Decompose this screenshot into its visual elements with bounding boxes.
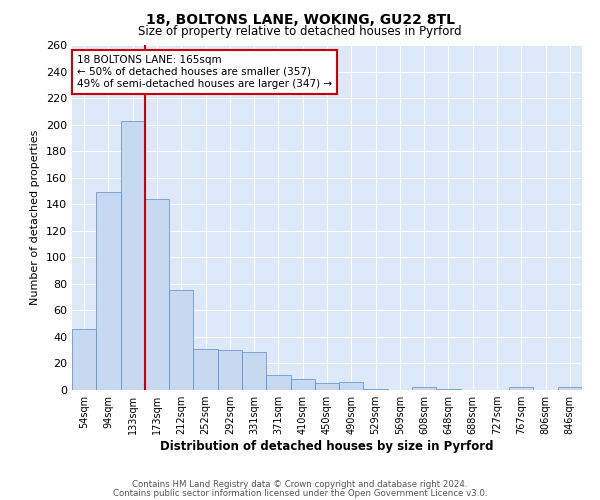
Bar [169,290,193,390]
Bar [121,120,145,390]
Bar [72,329,96,390]
Bar [290,380,315,390]
Bar [193,349,218,390]
Bar [364,388,388,390]
Text: Contains public sector information licensed under the Open Government Licence v3: Contains public sector information licen… [113,489,487,498]
Bar [315,384,339,390]
Bar [218,350,242,390]
Bar [412,388,436,390]
Text: Contains HM Land Registry data © Crown copyright and database right 2024.: Contains HM Land Registry data © Crown c… [132,480,468,489]
Bar [558,388,582,390]
X-axis label: Distribution of detached houses by size in Pyrford: Distribution of detached houses by size … [160,440,494,453]
Text: 18, BOLTONS LANE, WOKING, GU22 8TL: 18, BOLTONS LANE, WOKING, GU22 8TL [146,12,455,26]
Bar [266,376,290,390]
Y-axis label: Number of detached properties: Number of detached properties [31,130,40,305]
Bar [509,388,533,390]
Bar [339,382,364,390]
Bar [96,192,121,390]
Bar [242,352,266,390]
Bar [145,199,169,390]
Text: 18 BOLTONS LANE: 165sqm
← 50% of detached houses are smaller (357)
49% of semi-d: 18 BOLTONS LANE: 165sqm ← 50% of detache… [77,56,332,88]
Bar [436,388,461,390]
Text: Size of property relative to detached houses in Pyrford: Size of property relative to detached ho… [138,25,462,38]
